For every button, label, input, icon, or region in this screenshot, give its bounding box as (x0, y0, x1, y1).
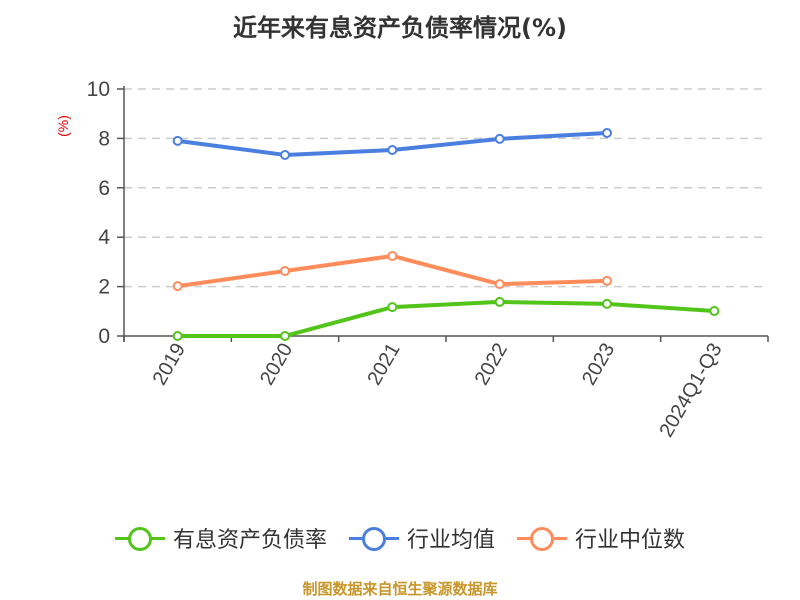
legend: 有息资产负债率 行业均值 行业中位数 (0, 522, 800, 554)
y-tick-label: 2 (98, 276, 110, 299)
y-tick-label: 8 (98, 127, 110, 150)
data-point (280, 149, 290, 160)
legend-marker-icon (348, 526, 399, 551)
data-point (280, 331, 290, 341)
x-tick-label: 2021 (363, 340, 404, 390)
series-line (177, 299, 715, 338)
data-point (387, 302, 398, 313)
data-point (494, 133, 505, 144)
data-point (602, 275, 612, 286)
x-tick-label: 2019 (149, 340, 190, 390)
y-tick-label: 6 (98, 177, 110, 200)
source-footer: 制图数据来自恒生聚源数据库 (302, 580, 498, 598)
data-point (280, 266, 290, 277)
data-point (172, 331, 183, 341)
data-point (494, 279, 505, 290)
legend-label: 行业中位数 (575, 528, 686, 553)
legend-label: 行业均值 (406, 528, 495, 553)
y-tick-label: 4 (98, 226, 110, 249)
chart-title: 近年来有息资产负债率情况(%) (233, 14, 567, 42)
x-tick-label: 2024Q1-Q3 (655, 340, 726, 442)
data-point (494, 296, 505, 307)
legend-label: 有息资产负债率 (172, 528, 327, 553)
data-point (172, 135, 183, 146)
line-chart: 0 2 4 6 8 10 2019 2020 2021 2022 2023 2024Q1-Q3 (%) (55, 78, 769, 442)
data-point (387, 145, 398, 156)
data-point (602, 298, 612, 309)
legend-marker-icon (114, 526, 165, 551)
y-tick-label: 10 (87, 78, 110, 101)
data-point (387, 250, 398, 261)
data-point (602, 127, 612, 138)
x-tick-label: 2023 (578, 340, 619, 390)
legend-item-industry-median[interactable]: 行业中位数 (517, 522, 685, 554)
x-tick-label: 2022 (471, 339, 512, 389)
y-tick-label: 0 (98, 325, 110, 348)
legend-item-industry-average[interactable]: 行业均值 (348, 522, 495, 554)
data-point (709, 306, 720, 317)
data-point (172, 281, 183, 292)
y-axis-unit-label: (%) (55, 115, 71, 137)
x-tick-label: 2020 (256, 340, 297, 390)
legend-item-debt-ratio[interactable]: 有息资产负债率 (114, 522, 327, 554)
legend-marker-icon (517, 526, 567, 551)
